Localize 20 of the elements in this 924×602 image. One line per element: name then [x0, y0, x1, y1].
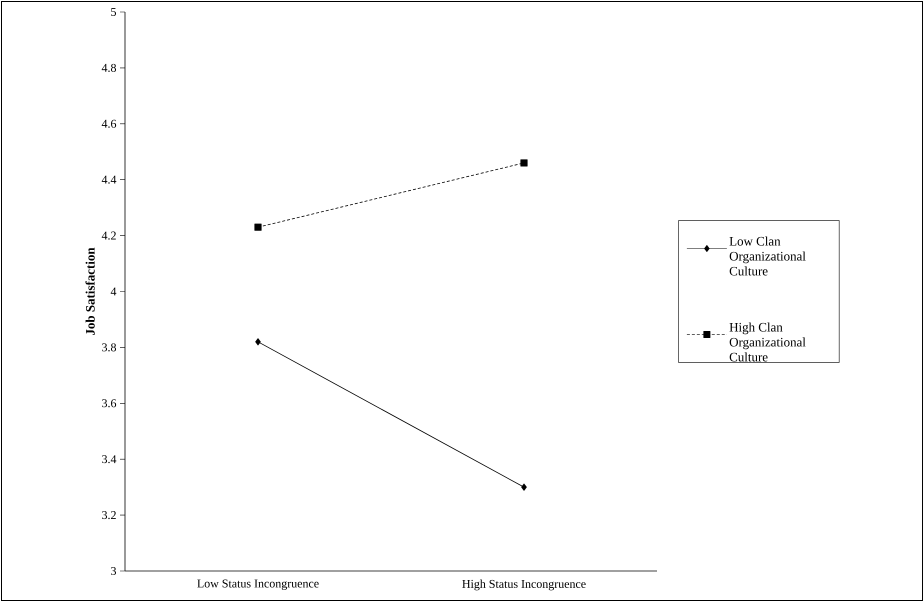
y-tick-label: 5	[111, 8, 116, 16]
legend-label: High Clan Organizational Culture	[730, 322, 806, 362]
point	[521, 484, 527, 491]
y-tick-label: 4.4	[102, 176, 116, 184]
y-tick-label: 4.6	[102, 120, 116, 128]
y-tick-label: 4.2	[102, 232, 116, 240]
legend-label: Low Clan Organizational Culture	[730, 236, 806, 276]
x-tick-label: Low Status Incongruence	[197, 580, 319, 590]
y-tick-label: 3.8	[102, 343, 116, 352]
y-tick-label: 3	[111, 566, 116, 576]
y-tick-label: 3.6	[102, 399, 116, 408]
x-tick-label: High Status Incongruence	[462, 580, 586, 590]
point	[254, 224, 262, 231]
y-tick-label: 4.8	[102, 64, 116, 72]
y-tick-label: 3.4	[102, 455, 116, 464]
point	[255, 338, 261, 346]
y-tick-label: 4	[110, 288, 116, 296]
point	[520, 159, 528, 167]
y-tick-label: 3.2	[102, 511, 116, 520]
y-axis-title: Job Satisfaction	[85, 248, 95, 335]
